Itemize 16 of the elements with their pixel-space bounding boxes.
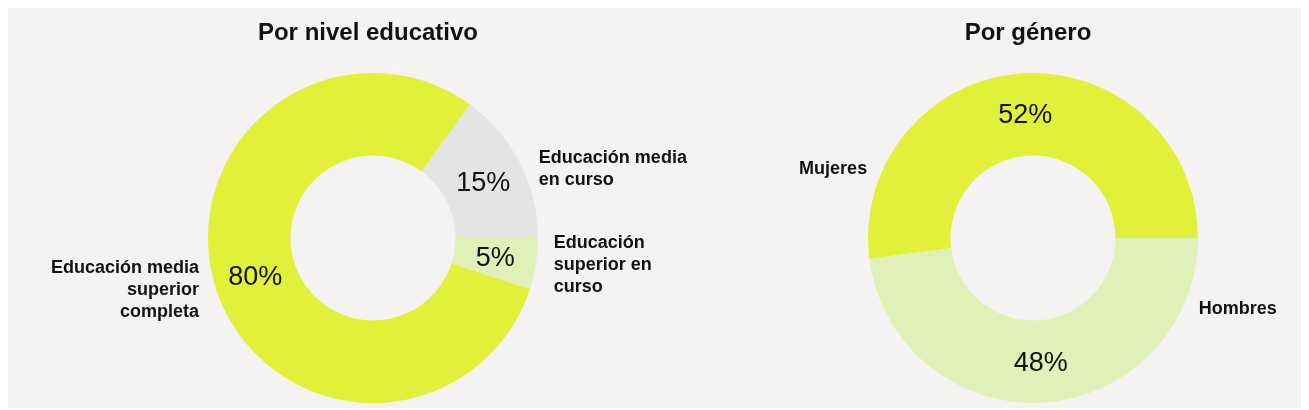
data-label: 5% xyxy=(475,242,515,273)
chart-title: Por género xyxy=(963,18,1093,46)
donut-slice xyxy=(869,238,1198,403)
slice-label: Educación media en curso xyxy=(538,147,688,190)
chart-title: Por nivel educativo xyxy=(256,18,480,46)
slice-label: Educación media superior completa xyxy=(50,256,200,321)
donut-slice xyxy=(868,73,1198,259)
slice-label: Hombres xyxy=(1198,297,1277,318)
data-label: 52% xyxy=(998,99,1053,130)
data-label: 80% xyxy=(228,261,283,292)
donut-slice xyxy=(421,104,538,238)
slice-label: Educación superior en curso xyxy=(553,231,652,296)
slice-label: Mujeres xyxy=(799,158,868,179)
donut-slice xyxy=(208,73,530,403)
data-label: 48% xyxy=(1013,346,1068,377)
data-label: 15% xyxy=(456,166,511,197)
